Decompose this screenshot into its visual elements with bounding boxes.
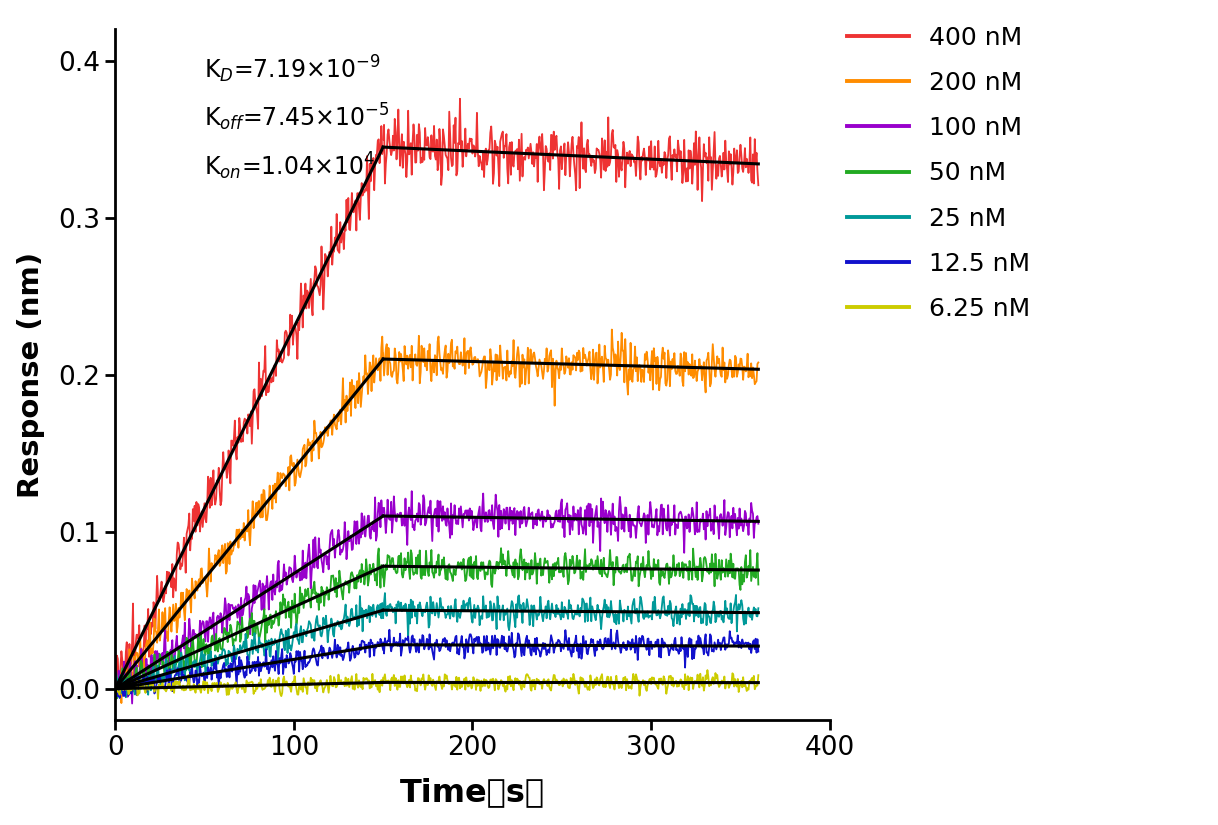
Text: K$_{D}$=7.19×10$^{-9}$: K$_{D}$=7.19×10$^{-9}$ <box>205 54 381 85</box>
Text: K$_{on}$=1.04×10$^{4}$: K$_{on}$=1.04×10$^{4}$ <box>205 150 375 182</box>
Legend: 400 nM, 200 nM, 100 nM, 50 nM, 25 nM, 12.5 nM, 6.25 nM: 400 nM, 200 nM, 100 nM, 50 nM, 25 nM, 12… <box>837 16 1040 331</box>
Y-axis label: Response (nm): Response (nm) <box>17 252 45 497</box>
Text: K$_{off}$=7.45×10$^{-5}$: K$_{off}$=7.45×10$^{-5}$ <box>205 102 390 134</box>
X-axis label: Time（s）: Time（s） <box>400 777 544 808</box>
